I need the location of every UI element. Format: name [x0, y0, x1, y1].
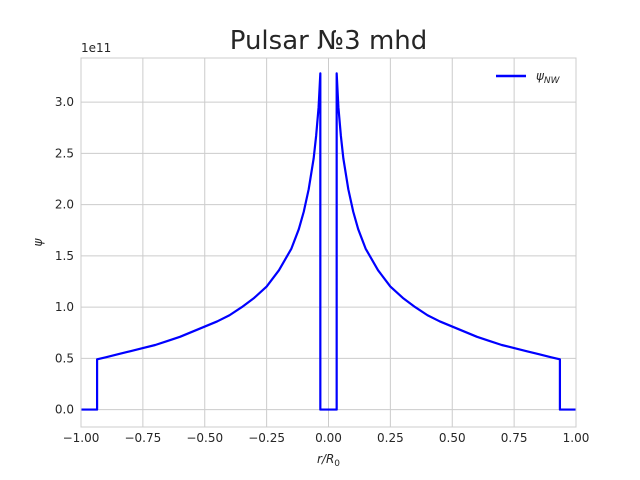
x-tick-label: −1.00	[63, 431, 100, 445]
y-tick-label: 2.0	[55, 198, 74, 212]
legend-label-sub: NW	[544, 76, 561, 86]
x-tick-label: 1.00	[563, 431, 590, 445]
x-axis-label-main: r/R	[317, 452, 334, 466]
y-tick-label: 0.0	[55, 403, 74, 417]
plot-frame	[80, 57, 577, 428]
y-tick-labels: 0.0 0.5 1.0 1.5 2.0 2.5 3.0	[55, 95, 74, 417]
legend: ψNW	[496, 69, 561, 86]
y-tick-label: 0.5	[55, 351, 74, 365]
y-tick-label: 1.5	[55, 249, 74, 263]
chart-title: Pulsar №3 mhd	[230, 26, 428, 56]
x-tick-label: 0.75	[501, 431, 528, 445]
x-tick-label: −0.25	[248, 431, 285, 445]
x-tick-label: 0.25	[377, 431, 404, 445]
y-offset-text: 1e11	[81, 41, 111, 55]
legend-label-main: ψ	[536, 69, 545, 83]
legend-label: ψNW	[536, 69, 561, 86]
y-axis-label: ψ	[31, 237, 45, 246]
x-tick-label: 0.50	[439, 431, 466, 445]
series-line	[81, 72, 576, 411]
x-tick-label: −0.50	[186, 431, 223, 445]
x-axis-label-sub: 0	[334, 459, 340, 469]
x-tick-label: 0.00	[315, 431, 342, 445]
x-tick-labels: −1.00 −0.75 −0.50 −0.25 0.00 0.25 0.50 0.75 1.00	[63, 431, 590, 445]
y-tick-label: 3.0	[55, 95, 74, 109]
x-tick-label: −0.75	[124, 431, 161, 445]
y-tick-label: 1.0	[55, 300, 74, 314]
grid-lines	[80, 58, 577, 427]
series-layer	[81, 72, 576, 411]
x-axis-label: r/R0	[317, 452, 340, 469]
y-tick-label: 2.5	[55, 146, 74, 160]
